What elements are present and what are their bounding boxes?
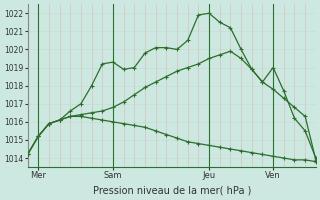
X-axis label: Pression niveau de la mer( hPa ): Pression niveau de la mer( hPa ) <box>92 186 251 196</box>
